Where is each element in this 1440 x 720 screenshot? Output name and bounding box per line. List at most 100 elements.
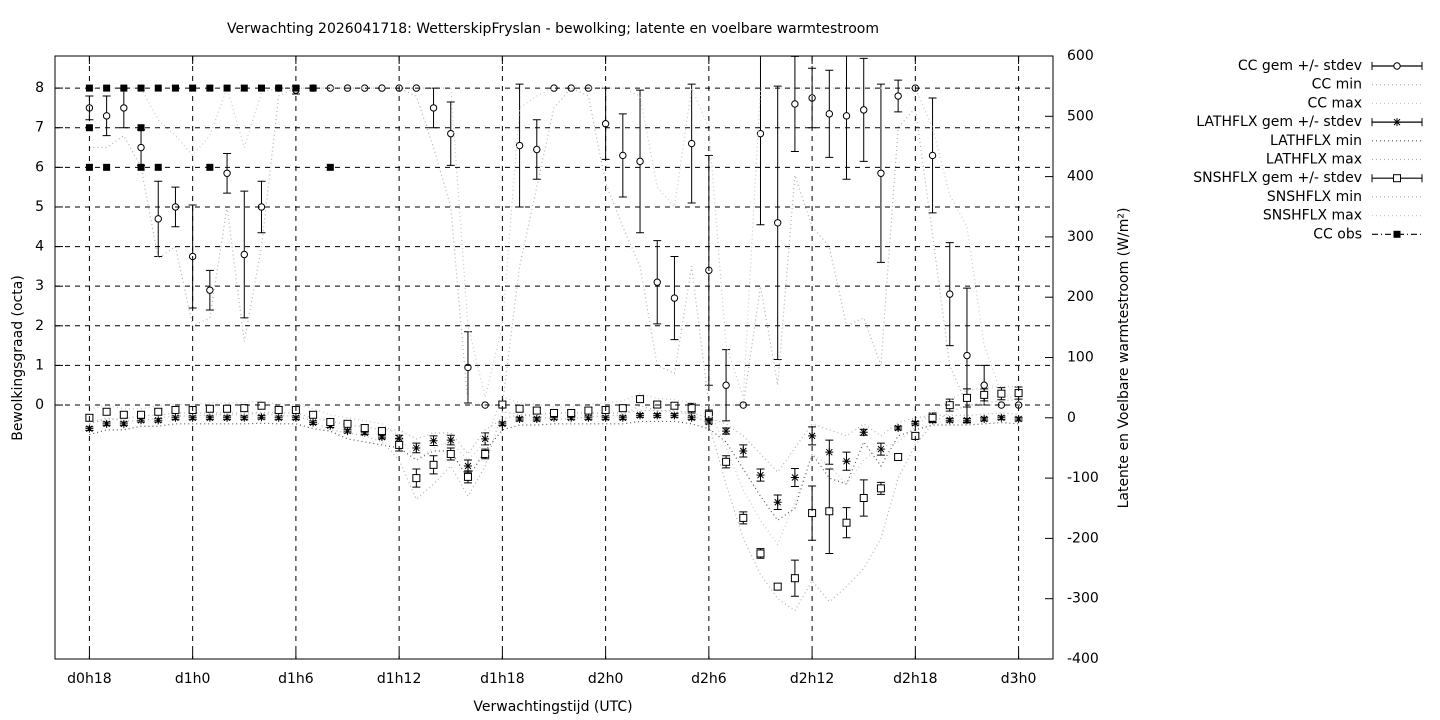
y2-axis-label: Latente en Voelbare warmtestroom (W/m²) bbox=[1116, 208, 1132, 509]
point bbox=[808, 431, 817, 440]
y2-tick-label: -400 bbox=[1067, 651, 1099, 667]
point bbox=[791, 100, 799, 108]
x-tick-label: d1h12 bbox=[377, 671, 421, 687]
legend-marker bbox=[1393, 62, 1401, 70]
x-tick-label: d0h18 bbox=[67, 671, 111, 687]
point bbox=[550, 413, 558, 422]
point bbox=[636, 157, 644, 166]
point bbox=[842, 457, 851, 466]
x-axis-label: Verwachtingstijd (UTC) bbox=[473, 699, 632, 715]
point bbox=[670, 294, 679, 302]
y2-tick-label: 100 bbox=[1067, 350, 1094, 366]
x-tick-label: d2h12 bbox=[790, 671, 834, 687]
point bbox=[842, 518, 851, 527]
point bbox=[859, 493, 868, 502]
point bbox=[894, 424, 903, 433]
point bbox=[377, 427, 386, 436]
y-tick-label: 3 bbox=[35, 278, 44, 294]
point bbox=[240, 250, 248, 259]
point bbox=[532, 406, 541, 415]
point bbox=[825, 448, 834, 457]
point bbox=[137, 84, 145, 92]
point bbox=[670, 401, 679, 410]
point bbox=[722, 381, 730, 389]
point bbox=[842, 112, 851, 120]
y2-tick-label: -300 bbox=[1067, 591, 1099, 607]
legend-label: SNSHFLX max bbox=[1263, 208, 1362, 224]
legend-label: LATHFLX gem +/- stdev bbox=[1196, 114, 1362, 130]
y-tick-label: 0 bbox=[35, 397, 44, 413]
line bbox=[89, 409, 1019, 474]
point bbox=[119, 419, 128, 428]
y-tick-label: 6 bbox=[35, 159, 44, 175]
point bbox=[309, 410, 318, 419]
point bbox=[326, 418, 335, 427]
point bbox=[653, 411, 662, 420]
line bbox=[89, 85, 1019, 402]
point bbox=[739, 446, 748, 455]
point bbox=[670, 411, 679, 420]
point bbox=[481, 449, 490, 458]
point bbox=[257, 84, 265, 92]
point bbox=[722, 427, 731, 436]
point bbox=[446, 436, 455, 445]
legend-marker bbox=[1393, 174, 1401, 183]
y-tick-label: 8 bbox=[35, 80, 44, 96]
legend-label: CC min bbox=[1312, 77, 1362, 93]
point bbox=[429, 460, 438, 469]
point bbox=[119, 410, 128, 419]
legend-label: SNSHFLX min bbox=[1267, 189, 1362, 205]
x-tick-label: d1h18 bbox=[480, 671, 524, 687]
point bbox=[120, 104, 128, 112]
y2-tick-label: 200 bbox=[1067, 289, 1094, 305]
point bbox=[257, 401, 266, 410]
point bbox=[756, 549, 765, 558]
point bbox=[274, 413, 283, 422]
point bbox=[515, 404, 524, 413]
point bbox=[980, 415, 989, 424]
point bbox=[223, 404, 232, 413]
point bbox=[463, 472, 472, 481]
legend-label: CC gem +/- stdev bbox=[1238, 58, 1362, 74]
point bbox=[773, 582, 782, 591]
point bbox=[412, 474, 421, 483]
point bbox=[825, 507, 834, 516]
y-tick-label: 7 bbox=[35, 120, 44, 136]
point bbox=[102, 419, 111, 428]
point bbox=[980, 390, 989, 399]
y2-tick-label: 0 bbox=[1067, 410, 1076, 426]
point bbox=[962, 393, 971, 402]
y2-tick-label: 600 bbox=[1067, 48, 1094, 64]
x-tick-label: d1h0 bbox=[175, 671, 211, 687]
point bbox=[102, 112, 111, 120]
point bbox=[343, 419, 352, 428]
y-tick-label: 1 bbox=[35, 357, 44, 373]
point bbox=[360, 428, 369, 437]
legend-marker bbox=[1393, 118, 1401, 127]
point bbox=[377, 433, 386, 442]
point bbox=[550, 408, 558, 417]
point bbox=[860, 106, 868, 114]
point bbox=[618, 404, 627, 413]
point bbox=[498, 419, 507, 428]
point bbox=[206, 286, 214, 294]
point bbox=[687, 413, 696, 422]
point bbox=[154, 215, 162, 223]
point bbox=[102, 407, 111, 416]
point bbox=[533, 145, 541, 154]
point bbox=[739, 513, 748, 522]
legend-label: CC obs bbox=[1313, 226, 1362, 242]
point bbox=[343, 427, 352, 436]
point bbox=[137, 143, 145, 152]
point bbox=[877, 169, 885, 177]
point bbox=[653, 278, 661, 286]
point bbox=[257, 413, 266, 422]
point bbox=[137, 124, 145, 132]
y2-tick-label: 400 bbox=[1067, 169, 1094, 185]
point bbox=[636, 411, 645, 420]
point bbox=[515, 141, 524, 150]
y2-tick-label: -200 bbox=[1067, 530, 1099, 546]
point bbox=[722, 457, 731, 466]
point bbox=[463, 462, 472, 471]
